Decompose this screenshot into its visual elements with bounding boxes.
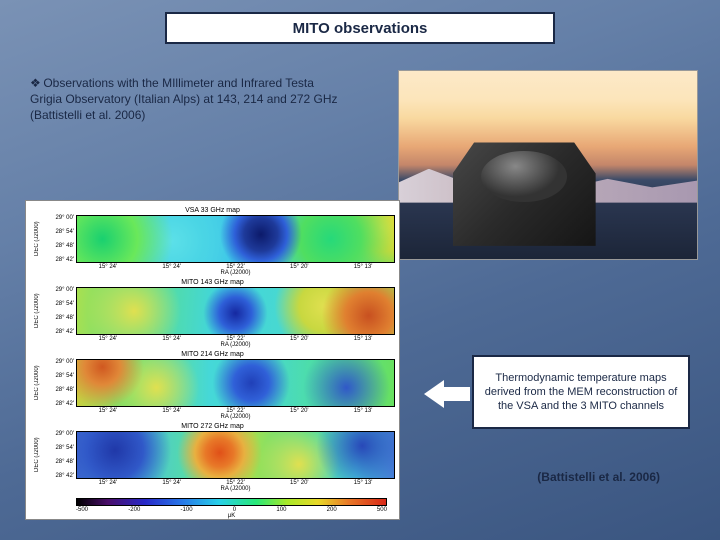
map-xlabel: RA (J2000) — [76, 342, 395, 348]
caption-box: Thermodynamic temperature maps derived f… — [472, 355, 690, 429]
xtick: 15° 24' — [99, 408, 118, 414]
map-title: MITO 143 GHz map — [30, 279, 395, 286]
map-xlabel: RA (J2000) — [76, 486, 395, 492]
caption-text: Thermodynamic temperature maps derived f… — [484, 371, 678, 414]
map-panel-0: VSA 33 GHz map DEC (J2000) 29° 00' 28° 5… — [30, 207, 395, 276]
map-ylabel: DEC (J2000) — [30, 359, 44, 407]
ytick: 28° 42' — [44, 257, 74, 263]
arrow-left-icon — [424, 380, 470, 408]
ytick: 28° 48' — [44, 243, 74, 249]
ytick: 28° 54' — [44, 445, 74, 451]
observation-paragraph: ❖ Observations with the MIllimeter and I… — [30, 75, 340, 124]
cbar-tick: 500 — [377, 507, 387, 513]
bullet-icon: ❖ — [30, 75, 40, 91]
cbar-tick: -200 — [128, 507, 140, 513]
temperature-maps-figure: VSA 33 GHz map DEC (J2000) 29° 00' 28° 5… — [25, 200, 400, 520]
title-box: MITO observations — [165, 12, 555, 44]
ytick: 28° 54' — [44, 229, 74, 235]
map-panel-1: MITO 143 GHz map DEC (J2000) 29° 00' 28°… — [30, 279, 395, 348]
map-xlabel: RA (J2000) — [76, 270, 395, 276]
ytick: 28° 48' — [44, 387, 74, 393]
heatmap-plot — [76, 431, 395, 479]
observatory-photo — [398, 70, 698, 260]
map-yticks: 29° 00' 28° 54' 28° 48' 28° 42' — [44, 431, 76, 479]
xtick: 15° 20' — [290, 336, 309, 342]
telescope-silhouette — [453, 142, 596, 245]
heatmap-plot — [76, 287, 395, 335]
colorbar: -500 -200 -100 0 100 200 500 μK — [76, 498, 387, 519]
ytick: 28° 48' — [44, 459, 74, 465]
ytick: 28° 42' — [44, 473, 74, 479]
map-yticks: 29° 00' 28° 54' 28° 48' 28° 42' — [44, 359, 76, 407]
xtick: 15° 24' — [162, 480, 181, 486]
xtick: 15° 24' — [99, 480, 118, 486]
map-title: VSA 33 GHz map — [30, 207, 395, 214]
colorbar-strip — [76, 498, 387, 506]
arrow-head — [424, 380, 444, 408]
map-title: MITO 214 GHz map — [30, 351, 395, 358]
map-panel-3: MITO 272 GHz map DEC (J2000) 29° 00' 28°… — [30, 423, 395, 492]
xtick: 15° 24' — [99, 336, 118, 342]
xtick: 15° 20' — [290, 480, 309, 486]
ytick: 28° 54' — [44, 373, 74, 379]
xtick: 15° 24' — [162, 336, 181, 342]
xtick: 15° 20' — [290, 408, 309, 414]
arrow-shaft — [442, 387, 470, 401]
colorbar-label: μK — [76, 513, 387, 519]
xtick: 15° 13' — [354, 264, 373, 270]
map-title: MITO 272 GHz map — [30, 423, 395, 430]
xtick: 15° 24' — [162, 264, 181, 270]
map-yticks: 29° 00' 28° 54' 28° 48' 28° 42' — [44, 287, 76, 335]
cbar-tick: 100 — [276, 507, 286, 513]
ytick: 29° 00' — [44, 287, 74, 293]
cbar-tick: -100 — [181, 507, 193, 513]
xtick: 15° 13' — [354, 480, 373, 486]
heatmap-plot — [76, 215, 395, 263]
map-panel-2: MITO 214 GHz map DEC (J2000) 29° 00' 28°… — [30, 351, 395, 420]
ytick: 28° 48' — [44, 315, 74, 321]
observation-body: Observations with the MIllimeter and Inf… — [30, 76, 338, 122]
cbar-tick: 200 — [327, 507, 337, 513]
page-title: MITO observations — [293, 20, 428, 37]
map-ylabel: DEC (J2000) — [30, 215, 44, 263]
map-xlabel: RA (J2000) — [76, 414, 395, 420]
ytick: 28° 54' — [44, 301, 74, 307]
citation: (Battistelli et al. 2006) — [537, 470, 660, 484]
map-ylabel: DEC (J2000) — [30, 287, 44, 335]
cbar-tick: -500 — [76, 507, 88, 513]
map-ylabel: DEC (J2000) — [30, 431, 44, 479]
ytick: 28° 42' — [44, 329, 74, 335]
ytick: 28° 42' — [44, 401, 74, 407]
map-yticks: 29° 00' 28° 54' 28° 48' 28° 42' — [44, 215, 76, 263]
xtick: 15° 20' — [290, 264, 309, 270]
ytick: 29° 00' — [44, 215, 74, 221]
ytick: 29° 00' — [44, 431, 74, 437]
heatmap-plot — [76, 359, 395, 407]
xtick: 15° 13' — [354, 408, 373, 414]
xtick: 15° 13' — [354, 336, 373, 342]
ytick: 29° 00' — [44, 359, 74, 365]
xtick: 15° 24' — [162, 408, 181, 414]
xtick: 15° 24' — [99, 264, 118, 270]
